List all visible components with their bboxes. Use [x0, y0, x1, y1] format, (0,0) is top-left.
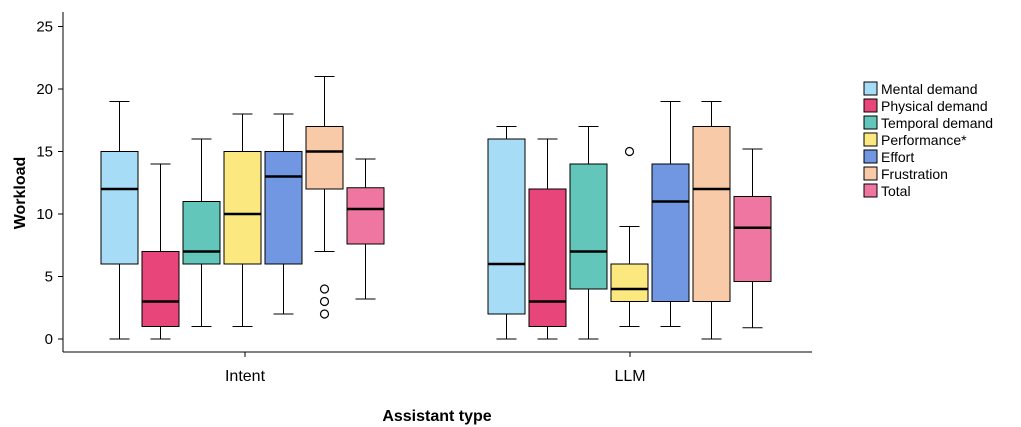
box-iqr: [528, 188, 567, 327]
outlier-point: [319, 296, 330, 307]
x-axis-title: Assistant type: [382, 408, 491, 425]
outlier-point: [319, 309, 330, 319]
box-iqr: [182, 201, 221, 265]
legend-label: Temporal demand: [881, 115, 993, 131]
box-performance-intent: [223, 113, 262, 327]
box-frustration-llm: [692, 101, 731, 340]
box-effort-llm: [651, 101, 690, 327]
box-performance-llm: [610, 146, 649, 327]
y-tick-label: 20: [36, 81, 53, 98]
x-category-label: LLM: [614, 368, 645, 385]
x-category-label: Intent: [225, 368, 266, 385]
legend-item: Physical demand: [863, 98, 988, 114]
legend-item: Temporal demand: [863, 115, 993, 131]
legend-item: Mental demand: [863, 81, 978, 97]
legend-item: Performance*: [863, 132, 967, 148]
box-iqr: [610, 263, 649, 302]
legend-swatch: [863, 149, 878, 164]
boxes-layer: [100, 76, 772, 340]
box-iqr: [733, 196, 772, 282]
box-iqr: [141, 251, 180, 327]
box-effort-intent: [264, 113, 303, 315]
outlier-point: [624, 146, 635, 157]
box-frustration-intent: [305, 76, 344, 319]
x-axis: Intent LLM: [63, 351, 812, 385]
y-tick-label: 5: [45, 269, 53, 286]
legend-label: Performance*: [881, 132, 967, 148]
box-iqr: [487, 138, 526, 315]
box-iqr: [651, 163, 690, 302]
box-iqr: [264, 151, 303, 265]
box-iqr: [100, 151, 139, 265]
box-temporal-demand-intent: [182, 138, 221, 327]
y-tick-label: 15: [36, 144, 53, 161]
box-iqr: [346, 187, 385, 245]
box-temporal-demand-llm: [569, 126, 608, 340]
legend-swatch: [863, 183, 878, 198]
legend-item: Effort: [863, 149, 914, 165]
legend-item: Frustration: [863, 166, 948, 182]
outlier-point: [319, 284, 330, 294]
legend-swatch: [863, 132, 878, 147]
legend-swatch: [863, 81, 878, 96]
y-axis: 0 5 10 15 20 25: [36, 12, 64, 352]
box-physical-demand-intent: [141, 163, 180, 340]
box-total-intent: [346, 158, 385, 300]
legend-swatch: [863, 115, 878, 130]
legend-item: Total: [863, 183, 911, 199]
legend-label: Frustration: [881, 166, 948, 182]
box-total-llm: [733, 148, 772, 329]
legend-label: Mental demand: [881, 81, 978, 97]
legend-swatch: [863, 166, 878, 181]
box-iqr: [569, 163, 608, 290]
legend-swatch: [863, 98, 878, 113]
y-tick-label: 10: [36, 206, 53, 223]
y-tick-label: 25: [36, 19, 53, 36]
legend-label: Physical demand: [881, 98, 988, 114]
box-iqr: [692, 126, 731, 302]
box-mental-demand-intent: [100, 101, 139, 340]
box-iqr: [223, 151, 262, 265]
legend-label: Effort: [881, 149, 914, 165]
y-axis-title: Workload: [12, 157, 29, 230]
box-mental-demand-llm: [487, 126, 526, 340]
box-physical-demand-llm: [528, 138, 567, 340]
legend-label: Total: [881, 183, 911, 199]
y-tick-label: 0: [45, 331, 53, 348]
box-iqr: [305, 126, 344, 190]
